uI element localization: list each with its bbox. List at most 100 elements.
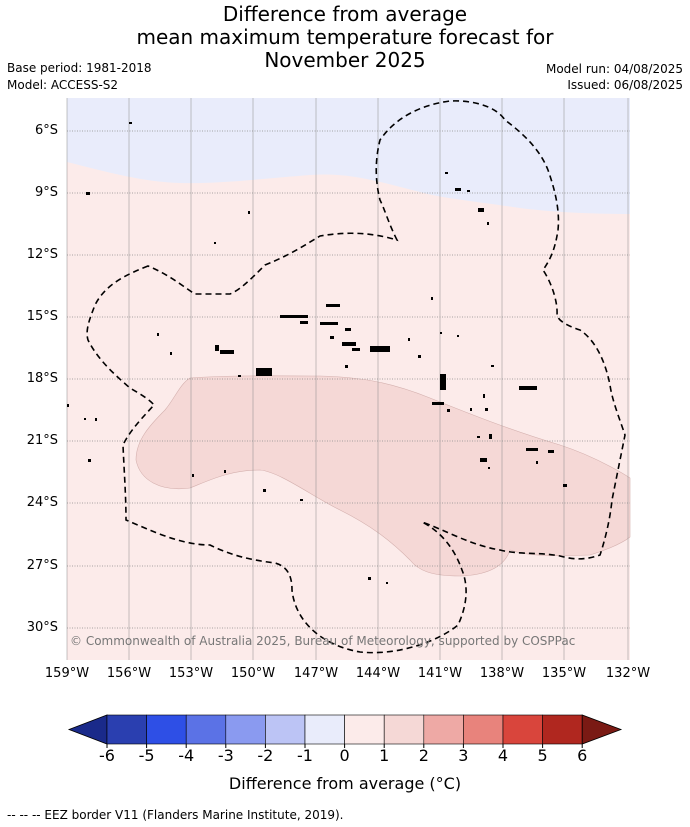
island-marker	[84, 418, 86, 420]
island-marker	[215, 345, 219, 351]
island-marker	[491, 365, 494, 367]
title-line-2: mean maximum temperature forecast for	[136, 25, 554, 49]
island-marker	[489, 434, 492, 439]
island-marker	[477, 436, 480, 438]
colorbar-segment	[265, 714, 306, 745]
latitude-label: 30°S	[26, 620, 58, 635]
colorbar-tick-label: -2	[257, 746, 274, 765]
latitude-label: 9°S	[34, 185, 58, 200]
issued-date: Issued: 06/08/2025	[567, 78, 683, 92]
latitude-label: 24°S	[26, 495, 58, 510]
longitude-label: 150°W	[230, 666, 276, 681]
colorbar-extend-low	[67, 714, 108, 745]
island-marker	[224, 470, 226, 473]
island-marker	[157, 333, 159, 336]
island-marker	[548, 450, 554, 453]
colorbar-segment	[304, 714, 345, 745]
eez-border-legend: -- -- -- EEZ border V11 (Flanders Marine…	[7, 808, 344, 822]
island-marker	[192, 474, 194, 477]
longitude-label: 141°W	[417, 666, 463, 681]
latitude-label: 18°S	[26, 371, 58, 386]
colorbar-segment	[423, 714, 464, 745]
island-marker	[480, 458, 487, 462]
island-marker	[238, 375, 241, 377]
latitude-label: 21°S	[26, 433, 58, 448]
colorbar-title: Difference from average (°C)	[228, 774, 462, 793]
longitude-label: 159°W	[44, 666, 90, 681]
latitude-label: 27°S	[26, 558, 58, 573]
eez-border	[86, 100, 626, 654]
colorbar-segment	[383, 714, 425, 745]
longitude-label: 147°W	[293, 666, 339, 681]
title-line-3: November 2025	[264, 48, 426, 72]
model-name: Model: ACCESS-S2	[7, 78, 119, 92]
colorbar-extend-high	[581, 714, 623, 745]
island-marker	[526, 448, 538, 451]
colorbar-segment	[146, 714, 187, 745]
colorbar-segment	[225, 714, 266, 745]
longitude-label: 132°W	[605, 666, 651, 681]
model-run-date: Model run: 04/08/2025	[545, 62, 683, 76]
island-marker	[478, 208, 484, 212]
island-marker	[326, 304, 340, 307]
island-marker	[488, 467, 490, 469]
latitude-label: 6°S	[34, 123, 58, 138]
latitude-label: 15°S	[26, 309, 58, 324]
island-marker	[455, 188, 461, 191]
island-marker	[370, 346, 390, 352]
island-marker	[330, 336, 334, 339]
colorbar-tick-label: -6	[99, 746, 115, 765]
island-marker	[263, 489, 266, 492]
island-marker	[280, 315, 308, 318]
latitude-label: 12°S	[26, 247, 58, 262]
colorbar-tick-label: 1	[379, 746, 390, 765]
anomaly-band-minus1-to-0	[67, 98, 630, 214]
island-marker	[467, 190, 470, 192]
longitude-label: 144°W	[355, 666, 401, 681]
island-marker	[342, 342, 356, 346]
island-marker	[470, 408, 472, 411]
island-marker	[86, 192, 90, 195]
island-marker	[440, 374, 446, 390]
colorbar-tick-label: -4	[178, 746, 195, 765]
colorbar-segment	[185, 714, 227, 745]
anomaly-band-1-to-2	[135, 375, 631, 577]
longitude-label: 153°W	[168, 666, 214, 681]
colorbar-tick-label: 4	[497, 746, 509, 765]
colorbar-tick-label: 5	[537, 746, 548, 765]
island-marker	[248, 211, 250, 214]
colorbar-segment	[344, 714, 385, 745]
island-marker	[300, 499, 303, 501]
eez-border-main	[86, 100, 626, 654]
island-marker	[485, 408, 488, 411]
island-marker	[487, 222, 489, 225]
colorbar	[67, 714, 623, 748]
island-marker	[170, 352, 172, 355]
colorbar-segment	[542, 714, 583, 745]
longitude-label: 156°W	[106, 666, 152, 681]
island-marker	[256, 368, 272, 376]
island-marker	[483, 394, 485, 398]
copyright-notice: © Commonwealth of Australia 2025, Bureau…	[70, 634, 576, 648]
island-marker	[300, 321, 308, 324]
island-marker	[67, 404, 69, 407]
island-marker	[536, 461, 538, 464]
colorbar-tick-label: -5	[138, 746, 155, 765]
title-line-1: Difference from average	[222, 2, 468, 26]
island-marker	[368, 577, 371, 580]
island-marker	[418, 355, 421, 358]
island-marker	[440, 332, 442, 334]
island-marker	[220, 350, 234, 354]
island-marker	[432, 402, 444, 405]
island-marker	[345, 328, 351, 331]
island-marker	[445, 172, 448, 174]
island-marker	[519, 386, 537, 390]
island-marker	[431, 297, 433, 300]
island-marker	[88, 459, 91, 462]
base-period: Base period: 1981-2018	[7, 61, 152, 75]
island-marker	[95, 418, 97, 421]
island-marker	[447, 409, 450, 412]
island-marker	[408, 338, 410, 341]
island-marker	[320, 322, 338, 325]
